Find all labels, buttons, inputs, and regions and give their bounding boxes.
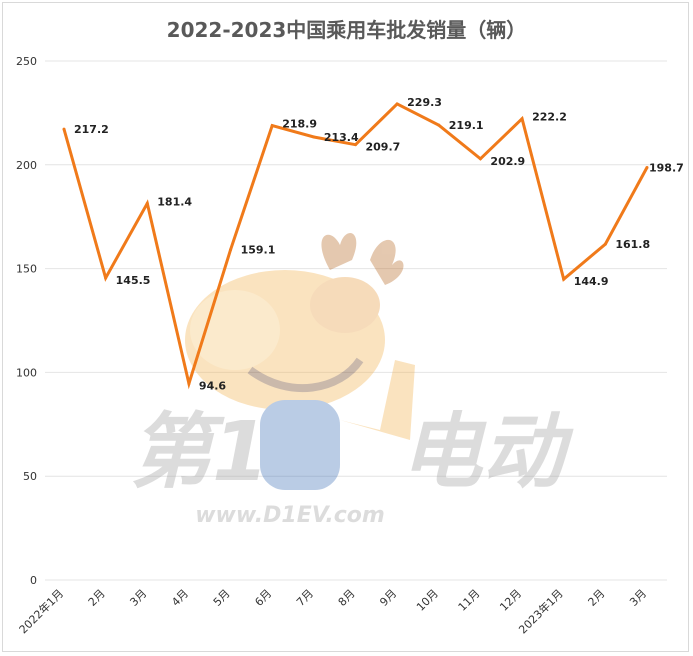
x-tick-label: 3月 <box>127 587 149 609</box>
x-tick-label: 2023年1月 <box>516 586 566 636</box>
mascot-image <box>185 233 415 490</box>
x-tick-label: 3月 <box>627 587 649 609</box>
y-tick-label: 150 <box>16 263 37 276</box>
data-label: 202.9 <box>490 155 525 168</box>
x-tick-label: 12月 <box>497 587 524 614</box>
y-tick-label: 100 <box>16 366 37 379</box>
grid-lines <box>45 60 667 581</box>
x-tick-label: 6月 <box>252 587 274 609</box>
watermark-brand: 第1 电动 <box>130 405 574 500</box>
data-label: 181.4 <box>157 195 192 208</box>
x-tick-label: 7月 <box>294 587 316 609</box>
data-labels: 217.2 145.5 181.4 94.6 159.1 218.9 213.4 209.7 2… <box>74 96 684 393</box>
data-label: 198.7 <box>649 161 684 174</box>
data-point <box>104 276 108 280</box>
x-tick-label: 2月 <box>586 587 608 609</box>
x-tick-label: 9月 <box>377 587 399 609</box>
y-tick-label: 0 <box>30 574 37 587</box>
x-tick-label: 5月 <box>211 587 233 609</box>
data-point <box>312 135 316 139</box>
watermark-brand-right: 电动 <box>400 405 574 500</box>
data-label: 219.1 <box>449 119 484 132</box>
data-label: 159.1 <box>241 244 276 257</box>
data-point <box>520 117 524 121</box>
data-point <box>354 143 357 147</box>
data-label: 94.6 <box>199 380 226 393</box>
x-tick-label: 4月 <box>169 587 191 609</box>
watermark-url: www.D1EV.com <box>195 503 385 528</box>
data-point <box>395 102 399 106</box>
data-point <box>229 248 233 252</box>
data-point <box>270 124 274 128</box>
y-tick-label: 200 <box>16 159 37 172</box>
data-label: 217.2 <box>74 123 109 136</box>
data-point <box>62 127 66 131</box>
x-tick-label: 11月 <box>456 587 483 614</box>
x-tick-label: 8月 <box>336 587 358 609</box>
data-point <box>145 201 149 205</box>
data-point <box>437 123 441 127</box>
data-label: 161.8 <box>615 238 650 251</box>
data-point <box>478 157 482 161</box>
data-label: 222.2 <box>532 111 567 124</box>
y-tick-label: 250 <box>16 55 37 68</box>
x-tick-label: 2022年1月 <box>16 586 66 636</box>
data-label: 213.4 <box>324 131 359 144</box>
data-point <box>187 382 191 386</box>
data-label: 229.3 <box>407 96 442 109</box>
watermark-brand-left: 第1 <box>130 405 269 500</box>
y-tick-label: 50 <box>23 470 37 483</box>
data-point <box>645 165 649 169</box>
x-tick-label: 10月 <box>414 587 441 614</box>
data-label: 218.9 <box>282 118 317 131</box>
data-label: 209.7 <box>366 141 401 154</box>
data-label: 145.5 <box>116 274 151 287</box>
chart-title: 2022-2023中国乘用车批发销量（辆） <box>166 18 527 42</box>
x-tick-label: 2月 <box>86 587 108 609</box>
watermark-logo: 第1 电动 www.D1EV.com <box>130 233 574 528</box>
data-point <box>562 277 566 281</box>
data-label: 144.9 <box>574 275 609 288</box>
series-layer <box>62 102 649 390</box>
data-point <box>603 242 607 246</box>
